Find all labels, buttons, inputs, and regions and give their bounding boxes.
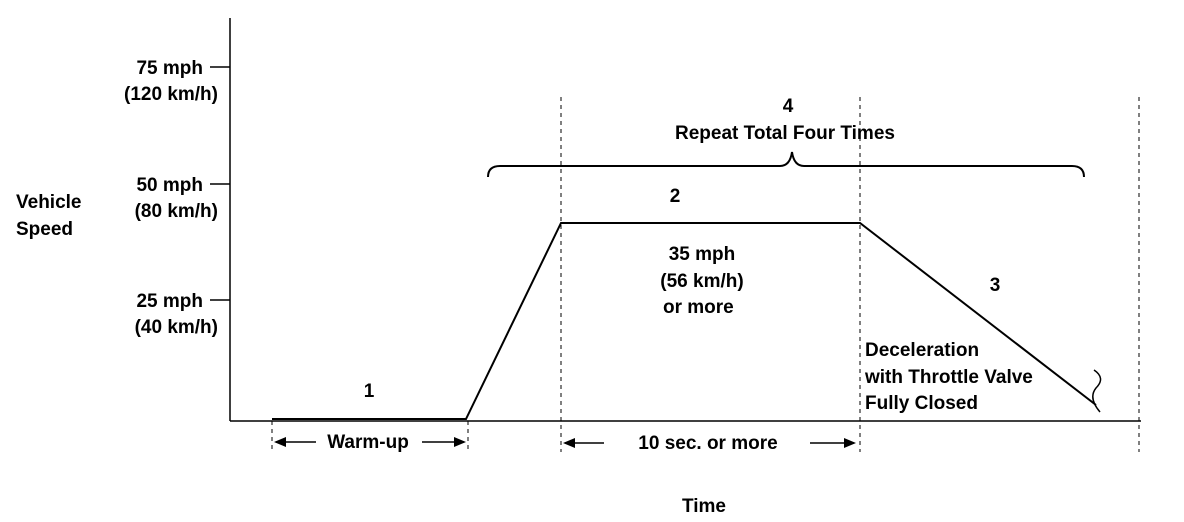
y-tick-25-mph: 25 mph (136, 291, 203, 312)
hold-speed-line1: 35 mph (669, 244, 736, 265)
y-tick-75-kmh: (120 km/h) (124, 84, 218, 105)
step-3-number: 3 (990, 275, 1001, 296)
step-2-number: 2 (670, 186, 681, 207)
step-4-number: 4 (783, 96, 794, 117)
x-axis-title: Time (682, 496, 726, 517)
decel-line2: with Throttle Valve (864, 367, 1033, 388)
warmup-arrowhead-left (274, 437, 286, 447)
hold-arrowhead-right (844, 438, 856, 448)
y-axis-title-line2: Speed (16, 219, 73, 240)
hold-arrowhead-left (563, 438, 575, 448)
repeat-brace (487, 151, 1085, 178)
decel-line1: Deceleration (865, 340, 979, 361)
hold-speed-line2: (56 km/h) (660, 271, 743, 292)
hold-speed-line3: or more (663, 297, 734, 318)
speed-profile (272, 222, 1097, 420)
y-tick-50-mph: 50 mph (136, 175, 203, 196)
y-tick-25-kmh: (40 km/h) (135, 317, 218, 338)
y-tick-75-mph: 75 mph (136, 58, 203, 79)
warmup-arrowhead-right (454, 437, 466, 447)
step-1-number: 1 (364, 381, 375, 402)
repeat-label: Repeat Total Four Times (675, 123, 895, 144)
warmup-label: Warm-up (327, 432, 409, 453)
y-tick-50-kmh: (80 km/h) (135, 201, 218, 222)
decel-line3: Fully Closed (865, 393, 978, 414)
hold-duration-label: 10 sec. or more (638, 433, 777, 454)
y-axis-title-line1: Vehicle (16, 192, 82, 213)
decel-end-squiggle (1092, 369, 1102, 413)
